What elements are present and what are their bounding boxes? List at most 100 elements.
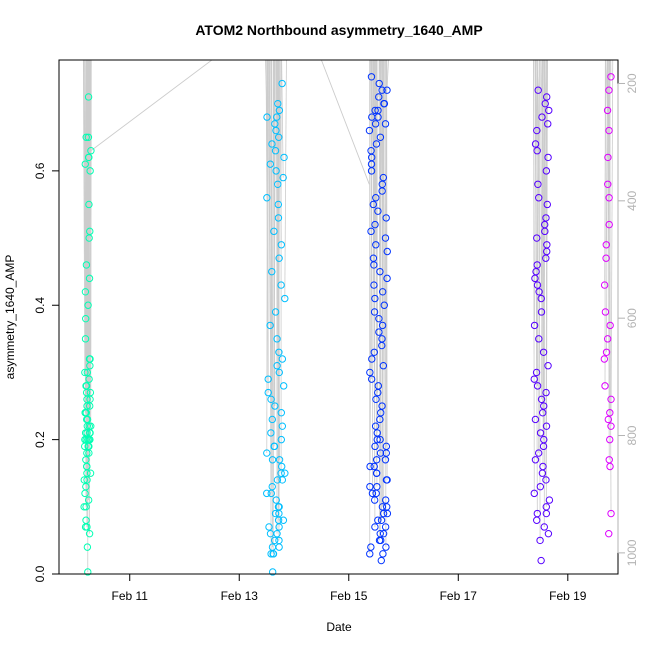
data-point [277,409,286,417]
data-point [530,489,538,498]
data-point [268,415,276,424]
right-y-tick-label: 600 [625,308,639,328]
data-point [375,79,383,88]
connector-line [90,60,370,185]
data-point [376,415,384,424]
data-point [372,469,381,477]
data-point [378,288,387,296]
data-point [375,536,384,545]
data-point [536,429,545,437]
data-point [365,126,374,135]
data-point [533,382,542,390]
connector-line [382,60,385,507]
data-point [278,79,286,88]
data-point [542,388,550,397]
data-point [366,368,374,377]
connector-line [276,60,280,541]
data-point [81,368,89,377]
data-point [534,86,542,94]
data-point [371,523,379,531]
data-point [606,462,614,471]
data-point [372,456,381,464]
data-point [367,73,376,81]
data-point [376,267,384,276]
data-point [86,402,94,410]
data-point [86,469,95,477]
y-tick-label: 0.4 [33,297,47,314]
data-point [604,415,613,424]
data-points [80,73,615,576]
data-point [533,147,541,155]
data-point [81,314,90,323]
connector-line [538,60,541,541]
data-point [534,180,542,189]
data-point [378,402,386,410]
data-point [381,120,390,128]
data-point [375,314,383,323]
data-point [280,153,288,162]
data-point [81,442,89,451]
data-point [267,395,275,404]
data-point [531,415,540,424]
x-axis-label: Date [326,620,352,634]
data-point [271,509,280,518]
data-point [274,214,283,222]
data-point [376,133,385,141]
connector-line [535,60,538,514]
connector-line [272,60,276,554]
data-point [277,281,285,289]
data-point [371,422,380,430]
data-point [382,214,390,222]
data-point [82,503,90,511]
connector-line [384,60,387,548]
data-point [605,220,613,229]
data-point [84,93,93,101]
data-point [371,442,379,451]
data-point [602,348,611,356]
data-point [544,153,552,162]
data-point [366,482,374,491]
data-point [84,568,92,576]
data-point [534,449,543,457]
data-point [383,247,391,256]
data-point [383,476,391,484]
data-point [532,368,541,377]
data-point [606,321,614,330]
data-point [376,449,385,457]
data-point [370,462,378,471]
data-point [538,113,546,121]
data-point [372,194,380,202]
x-tick-label: Feb 11 [111,589,148,603]
data-point [530,321,539,330]
connector-line [284,60,287,299]
data-point [607,509,615,518]
data-point [267,429,275,437]
data-point [376,435,384,444]
data-point [86,362,94,370]
data-point [85,274,94,283]
data-point [372,395,380,404]
data-point [370,496,379,504]
data-point [542,167,551,175]
data-point [535,194,543,202]
y-tick-label: 0.2 [33,431,47,448]
data-point [277,469,285,477]
data-point [604,180,612,189]
connector-line [386,60,389,91]
data-point [600,281,609,289]
data-point [377,556,385,565]
data-point [537,556,545,565]
data-point [85,234,93,242]
data-point [542,476,550,484]
data-point [544,362,552,370]
data-point [368,489,377,498]
data-point [269,550,278,558]
data-point [371,220,379,229]
data-point [601,382,609,390]
chart-title: ATOM2 Northbound asymmetry_1640_AMP [195,22,482,38]
data-point [271,308,280,316]
data-point [86,167,94,175]
connector-line [373,60,376,527]
data-point [375,328,383,336]
data-point [533,126,541,135]
